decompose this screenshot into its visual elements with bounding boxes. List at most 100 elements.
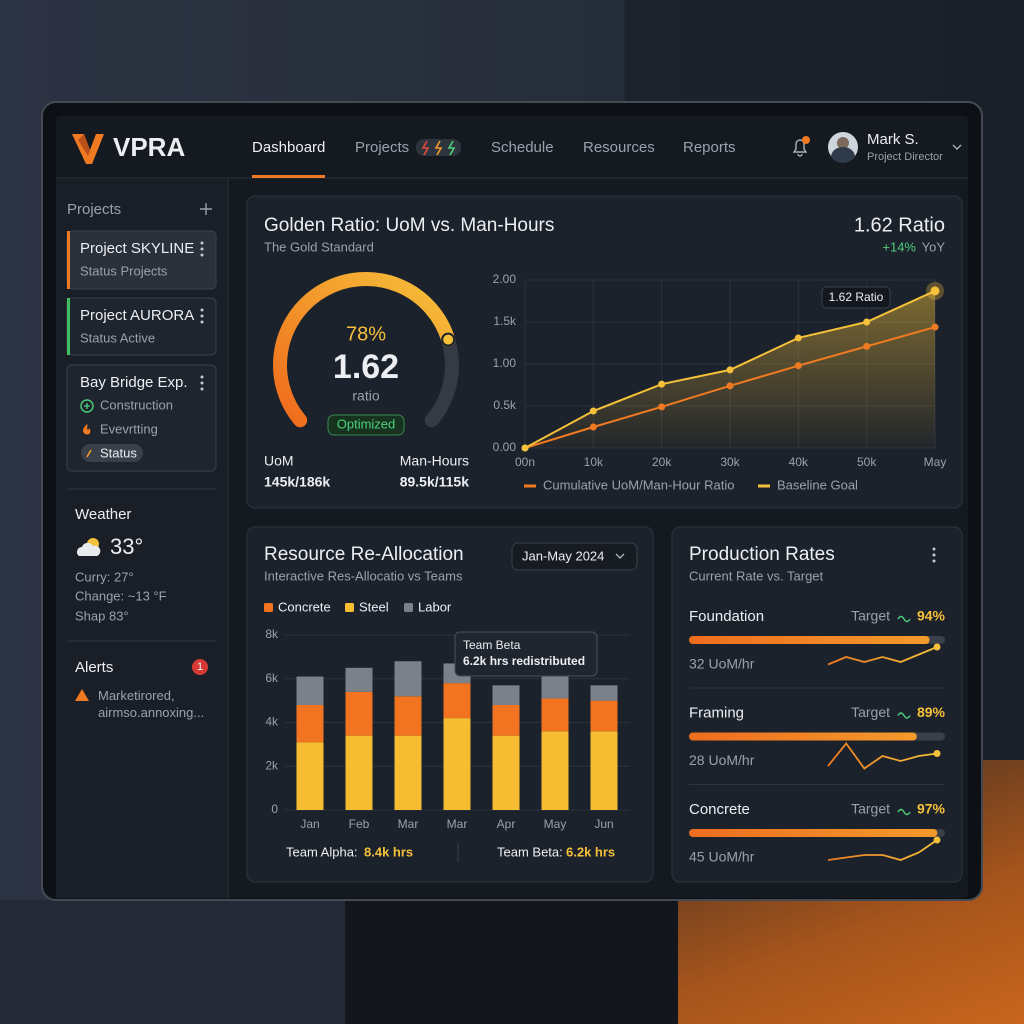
x-tick-label: Jun (594, 817, 613, 831)
stat-value: 145k/186k (264, 474, 330, 490)
nav-item[interactable]: Reports (683, 139, 736, 156)
x-tick-label: Jan (300, 817, 319, 831)
x-tick-label: 10k (584, 455, 604, 469)
bar-segment (296, 742, 324, 810)
alert-badge (192, 659, 208, 675)
point (658, 403, 666, 411)
rate: 28 UoM/hr (689, 752, 755, 768)
x-tick-label: May (544, 817, 567, 831)
x-tick-label: Mar (398, 817, 419, 831)
y-tick-label: 4k (265, 715, 279, 729)
annotation-box (821, 286, 891, 309)
cloud-icon (76, 542, 101, 556)
target-value: 94% (917, 608, 946, 624)
nav-item[interactable]: Projects (355, 139, 409, 156)
bar-segment (590, 700, 618, 732)
bar-chart: 0 2k 4k 6k 8k Concrete Steel Labor Jan Feb Mar Mar A… (264, 599, 630, 862)
bar-segment (443, 683, 471, 719)
y-tick-label: 1.00 (493, 356, 517, 370)
point (726, 366, 734, 374)
user-name: Mark S. (867, 131, 919, 148)
more-menu[interactable] (200, 375, 204, 391)
card-title: Resource Re-Allocation (264, 544, 464, 565)
rate: 45 UoM/hr (689, 849, 755, 865)
backdrop (345, 900, 678, 1024)
total-label: Team Alpha: (286, 844, 358, 859)
project-card[interactable]: Project AURORA Status Active (66, 297, 217, 356)
user-role: Project Director (867, 151, 943, 163)
progress-bar (689, 829, 938, 837)
metric-change: +14% (882, 239, 916, 254)
y-tick-label: 6k (265, 671, 279, 685)
trend-icon (897, 615, 911, 623)
dropdown-box (511, 542, 638, 571)
y-tick-label: 0.00 (493, 440, 517, 454)
bar-segment (345, 691, 373, 736)
project-card[interactable]: Bay Bridge Exp. Construction Evevrtting … (66, 364, 217, 472)
bar-segment (492, 685, 520, 705)
status-icon (84, 403, 90, 409)
point (589, 407, 597, 415)
stat-label: UoM (264, 453, 294, 469)
total-label: Team Beta: (497, 844, 563, 859)
badge-icon (421, 140, 430, 156)
gauge-knob (441, 332, 456, 347)
alerts-title: Alerts (75, 659, 113, 676)
user-menu[interactable]: Mark S. Project Director (828, 131, 962, 164)
card-subtitle: Interactive Res-Allocatio vs Teams (264, 568, 463, 583)
add-button[interactable] (200, 203, 212, 215)
status-pill[interactable] (81, 444, 143, 462)
bar-segment (296, 705, 324, 743)
more-menu[interactable] (200, 308, 204, 324)
bar-segment (492, 735, 520, 810)
chevron (952, 144, 962, 150)
more-menu[interactable] (932, 547, 936, 563)
tooltip-box (454, 631, 598, 677)
target-value: 97% (917, 801, 946, 817)
bar-segment (590, 731, 618, 810)
bar-segment (443, 718, 471, 810)
project-item: Construction (100, 397, 173, 412)
status-badge-text: Optimized (337, 416, 396, 431)
status-icon (83, 424, 91, 435)
dropdown-value: Jan-May 2024 (522, 548, 604, 563)
point (589, 423, 597, 431)
y-tick-label: 1.5k (493, 314, 517, 328)
card-accent (67, 298, 70, 355)
x-tick-label: Mar (447, 817, 468, 831)
nav-item[interactable]: Resources (583, 139, 655, 156)
y-tick-label: 8k (265, 627, 279, 641)
sparkline (827, 742, 938, 770)
point (658, 380, 666, 388)
bar-segment (541, 676, 569, 699)
card-title: Golden Ratio: UoM vs. Man-Hours (264, 215, 554, 236)
bar-segment (492, 705, 520, 736)
tooltip-title: Team Beta (463, 638, 521, 652)
gauge-reading: 1.62 (333, 348, 399, 386)
weather-detail: Curry: 27° (75, 569, 134, 584)
weather-detail: Shap 83° (75, 608, 129, 623)
card-title: Production Rates (689, 544, 835, 565)
stat-value: 89.5k/115k (400, 474, 470, 490)
notifications[interactable] (792, 136, 810, 157)
y-tick-label: 2k (265, 758, 279, 772)
project-card[interactable]: Project SKYLINE Status Projects (66, 230, 217, 290)
trend-icon (897, 808, 911, 816)
production-name: Framing (689, 704, 744, 721)
point (794, 334, 802, 342)
more-menu[interactable] (200, 241, 204, 257)
target-label: Target (851, 704, 890, 720)
nav-item[interactable]: Schedule (491, 139, 554, 156)
nav-item[interactable]: Dashboard (252, 139, 325, 156)
progress-bar (689, 636, 930, 644)
legend-label: Baseline Goal (777, 477, 858, 492)
x-tick-label: May (924, 455, 947, 469)
point (521, 444, 529, 452)
logo[interactable]: VPRA (72, 132, 185, 164)
bar-segment (394, 735, 422, 810)
avatar-body (831, 147, 855, 164)
project-item: Status (100, 445, 137, 460)
period-dropdown[interactable]: Jan-May 2024 (511, 542, 638, 571)
